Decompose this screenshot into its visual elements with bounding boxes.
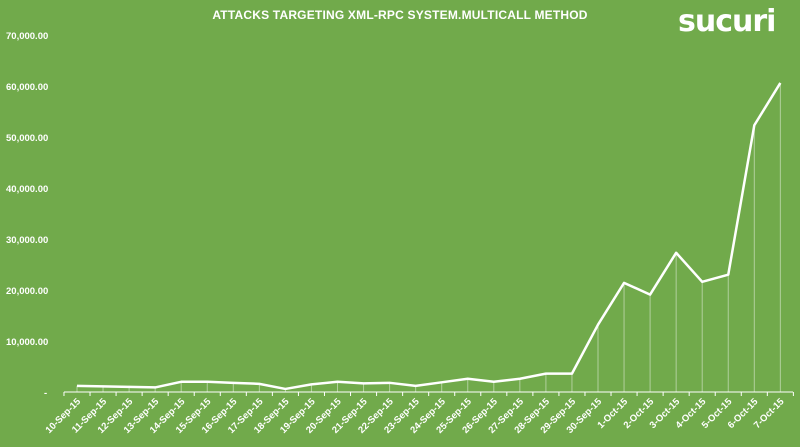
y-tick-label: 50,000.00: [6, 133, 48, 144]
sucuri-logo: sucuri: [678, 4, 776, 39]
y-tick-label: 40,000.00: [6, 184, 48, 195]
y-tick-label: 70,000.00: [6, 31, 48, 42]
y-tick-label: 30,000.00: [6, 235, 48, 246]
y-tick-label: 10,000.00: [6, 337, 48, 348]
series-line: [76, 82, 782, 391]
chart-title: ATTACKS TARGETING XML-RPC SYSTEM.MULTICA…: [212, 8, 588, 22]
y-tick-label: -: [44, 388, 47, 399]
y-tick-label: 20,000.00: [6, 286, 48, 297]
y-tick-label: 60,000.00: [6, 82, 48, 93]
